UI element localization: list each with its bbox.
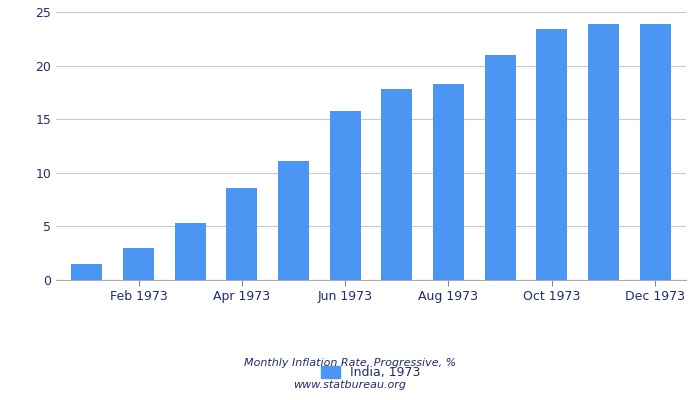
Bar (640, 24, 671, 280)
Bar (278, 161, 309, 280)
Bar (123, 248, 154, 280)
Bar (175, 223, 206, 280)
Bar (484, 55, 516, 280)
Bar (330, 111, 360, 280)
Bar (536, 29, 567, 280)
Bar (226, 188, 258, 280)
Bar (433, 84, 464, 280)
Text: www.statbureau.org: www.statbureau.org (293, 380, 407, 390)
Bar (588, 24, 619, 280)
Bar (382, 89, 412, 280)
Legend: India, 1973: India, 1973 (316, 361, 426, 384)
Bar (71, 264, 102, 280)
Text: Monthly Inflation Rate, Progressive, %: Monthly Inflation Rate, Progressive, % (244, 358, 456, 368)
